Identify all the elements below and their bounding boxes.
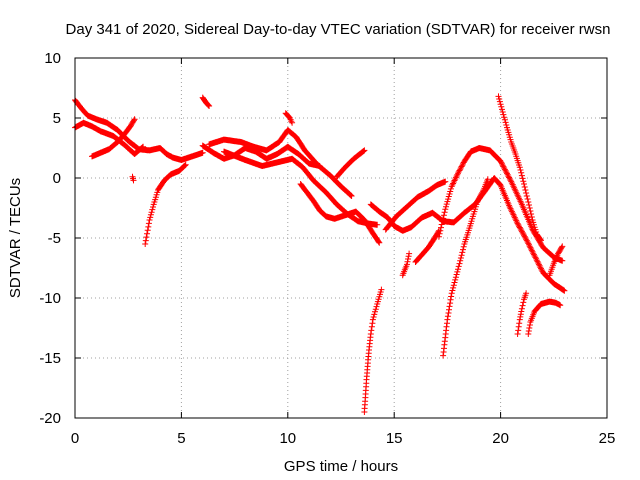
x-axis-label: GPS time / hours [284,458,398,475]
scatter-series-track-19 [435,145,566,264]
scatter-series-track-16 [399,250,413,279]
scatter-markers-track-22 [525,298,564,337]
scatter-series-track-04 [142,161,189,247]
y-axis-label: SDTVAR / TECUs [7,178,24,298]
y-tick-label: -15 [39,350,61,367]
scatter-markers-track-20 [495,93,544,244]
x-tick-label: 25 [599,430,616,447]
scatter-markers-track-03 [89,116,138,160]
scatter-series-track-12 [333,147,368,180]
y-tick-label: 0 [53,170,61,187]
data-layer [72,93,568,415]
scatter-markers-track-06 [199,94,213,109]
scatter-markers-track-15 [382,178,449,233]
scatter-series-track-18 [440,176,491,359]
x-tick-label: 0 [71,430,79,447]
scatter-series-track-21 [514,290,530,337]
scatter-markers-track-17 [412,227,442,265]
scatter-markers-track-08 [206,127,355,199]
scatter-series-track-23 [546,243,566,279]
scatter-series-track-17 [412,227,442,265]
scatter-markers-track-04 [142,161,189,247]
scatter-series-track-11 [297,181,383,246]
scatter-series-track-08 [206,127,355,199]
y-tick-label: -5 [48,230,61,247]
scatter-markers-track-07 [199,142,323,169]
scatter-markers-track-21 [514,290,530,337]
scatter-series-track-20 [495,93,544,244]
y-tick-label: 10 [44,50,61,67]
scatter-series-track-22 [525,298,564,337]
scatter-series-track-03 [89,116,138,160]
y-tick-label: -20 [39,410,61,427]
tick-layer: 0 5 10 15 20 25 10 5 0 -5 -10 -15 -20 [39,50,615,447]
scatter-series-track-15 [382,178,449,233]
x-tick-label: 10 [279,430,296,447]
scatter-series-track-13 [361,286,385,415]
scatter-markers-track-05 [129,173,137,184]
scatter-series-track-09 [221,148,381,228]
scatter-markers-track-23 [546,243,566,279]
scatter-markers-track-13 [361,286,385,415]
y-tick-label: 5 [53,110,61,127]
y-tick-label: -10 [39,290,61,307]
scatter-markers-track-19 [435,145,566,264]
scatter-markers-track-16 [399,250,413,279]
scatter-markers-track-18 [440,176,491,359]
scatter-series-track-05 [129,173,137,184]
scatter-series-track-07 [199,142,323,169]
scatter-series-track-06 [199,94,213,109]
scatter-markers-track-12 [333,147,368,180]
scatter-markers-track-11 [297,181,383,246]
x-tick-label: 5 [177,430,185,447]
x-tick-label: 20 [492,430,509,447]
chart-title: Day 341 of 2020, Sidereal Day-to-day VTE… [66,21,611,38]
scatter-markers-track-10 [282,110,296,126]
x-tick-label: 15 [386,430,403,447]
scatter-series-track-10 [282,110,296,126]
scatter-markers-track-09 [221,148,381,228]
